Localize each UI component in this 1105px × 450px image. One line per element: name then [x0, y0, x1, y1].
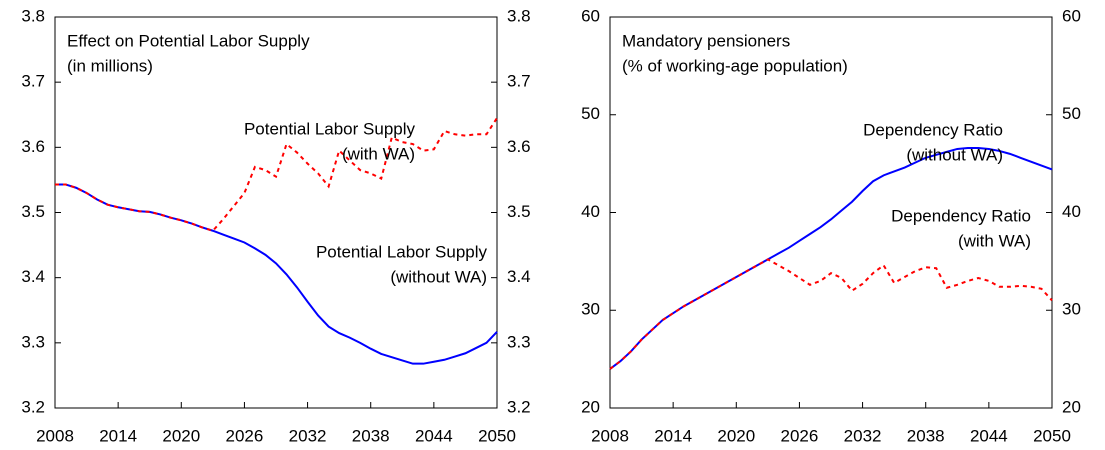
y2-tick-label: 3.5	[507, 202, 531, 221]
x-tick-label: 2044	[970, 426, 1008, 445]
x-tick-label: 2032	[289, 426, 327, 445]
x-tick-label: 2050	[478, 426, 516, 445]
chart-subtitle: (in millions)	[67, 56, 153, 75]
y-tick-label: 3.6	[21, 137, 45, 156]
y-tick-label: 60	[581, 6, 600, 25]
x-tick-label: 2020	[717, 426, 755, 445]
y2-tick-label: 50	[1062, 104, 1081, 123]
y-tick-label: 20	[581, 397, 600, 416]
y2-tick-label: 3.3	[507, 332, 531, 351]
x-tick-label: 2008	[591, 426, 629, 445]
y-tick-label: 3.2	[21, 397, 45, 416]
x-tick-label: 2044	[415, 426, 453, 445]
chart-title: Mandatory pensioners	[622, 31, 790, 50]
annotation: Potential Labor Supply	[244, 119, 416, 138]
x-tick-label: 2026	[781, 426, 819, 445]
annotation: (without WA)	[906, 145, 1003, 164]
y2-tick-label: 3.7	[507, 72, 531, 91]
annotation: (with WA)	[342, 144, 415, 163]
y-tick-label: 30	[581, 300, 600, 319]
series-line	[55, 117, 498, 232]
x-tick-label: 2050	[1033, 426, 1071, 445]
y-tick-label: 3.8	[21, 6, 45, 25]
y-tick-label: 3.7	[21, 72, 45, 91]
chart-title: Effect on Potential Labor Supply	[67, 31, 310, 50]
annotation: Dependency Ratio	[891, 206, 1031, 225]
series-line	[55, 183, 498, 365]
y2-tick-label: 40	[1062, 202, 1081, 221]
x-tick-label: 2014	[99, 426, 137, 445]
annotation: (without WA)	[390, 267, 487, 286]
y2-tick-label: 30	[1062, 300, 1081, 319]
y-tick-label: 50	[581, 104, 600, 123]
y2-tick-label: 3.6	[507, 137, 531, 156]
y2-tick-label: 3.8	[507, 6, 531, 25]
plot-frame	[54, 16, 498, 409]
annotation: Dependency Ratio	[863, 120, 1003, 139]
x-tick-label: 2038	[907, 426, 945, 445]
y2-tick-label: 60	[1062, 6, 1081, 25]
series-line	[609, 258, 1053, 370]
annotation: (with WA)	[958, 231, 1031, 250]
y2-tick-label: 3.2	[507, 397, 531, 416]
annotation: Potential Labor Supply	[316, 242, 488, 261]
x-tick-label: 2026	[226, 426, 264, 445]
x-tick-label: 2020	[162, 426, 200, 445]
y-tick-label: 3.4	[21, 267, 45, 286]
chart-subtitle: (% of working-age population)	[622, 56, 848, 75]
series-line	[609, 146, 1053, 370]
x-tick-label: 2014	[654, 426, 692, 445]
y-tick-label: 3.3	[21, 332, 45, 351]
y-tick-label: 3.5	[21, 202, 45, 221]
x-tick-label: 2032	[844, 426, 882, 445]
x-tick-label: 2008	[36, 426, 74, 445]
x-tick-label: 2038	[352, 426, 390, 445]
y2-tick-label: 20	[1062, 397, 1081, 416]
y-tick-label: 40	[581, 202, 600, 221]
y2-tick-label: 3.4	[507, 267, 531, 286]
